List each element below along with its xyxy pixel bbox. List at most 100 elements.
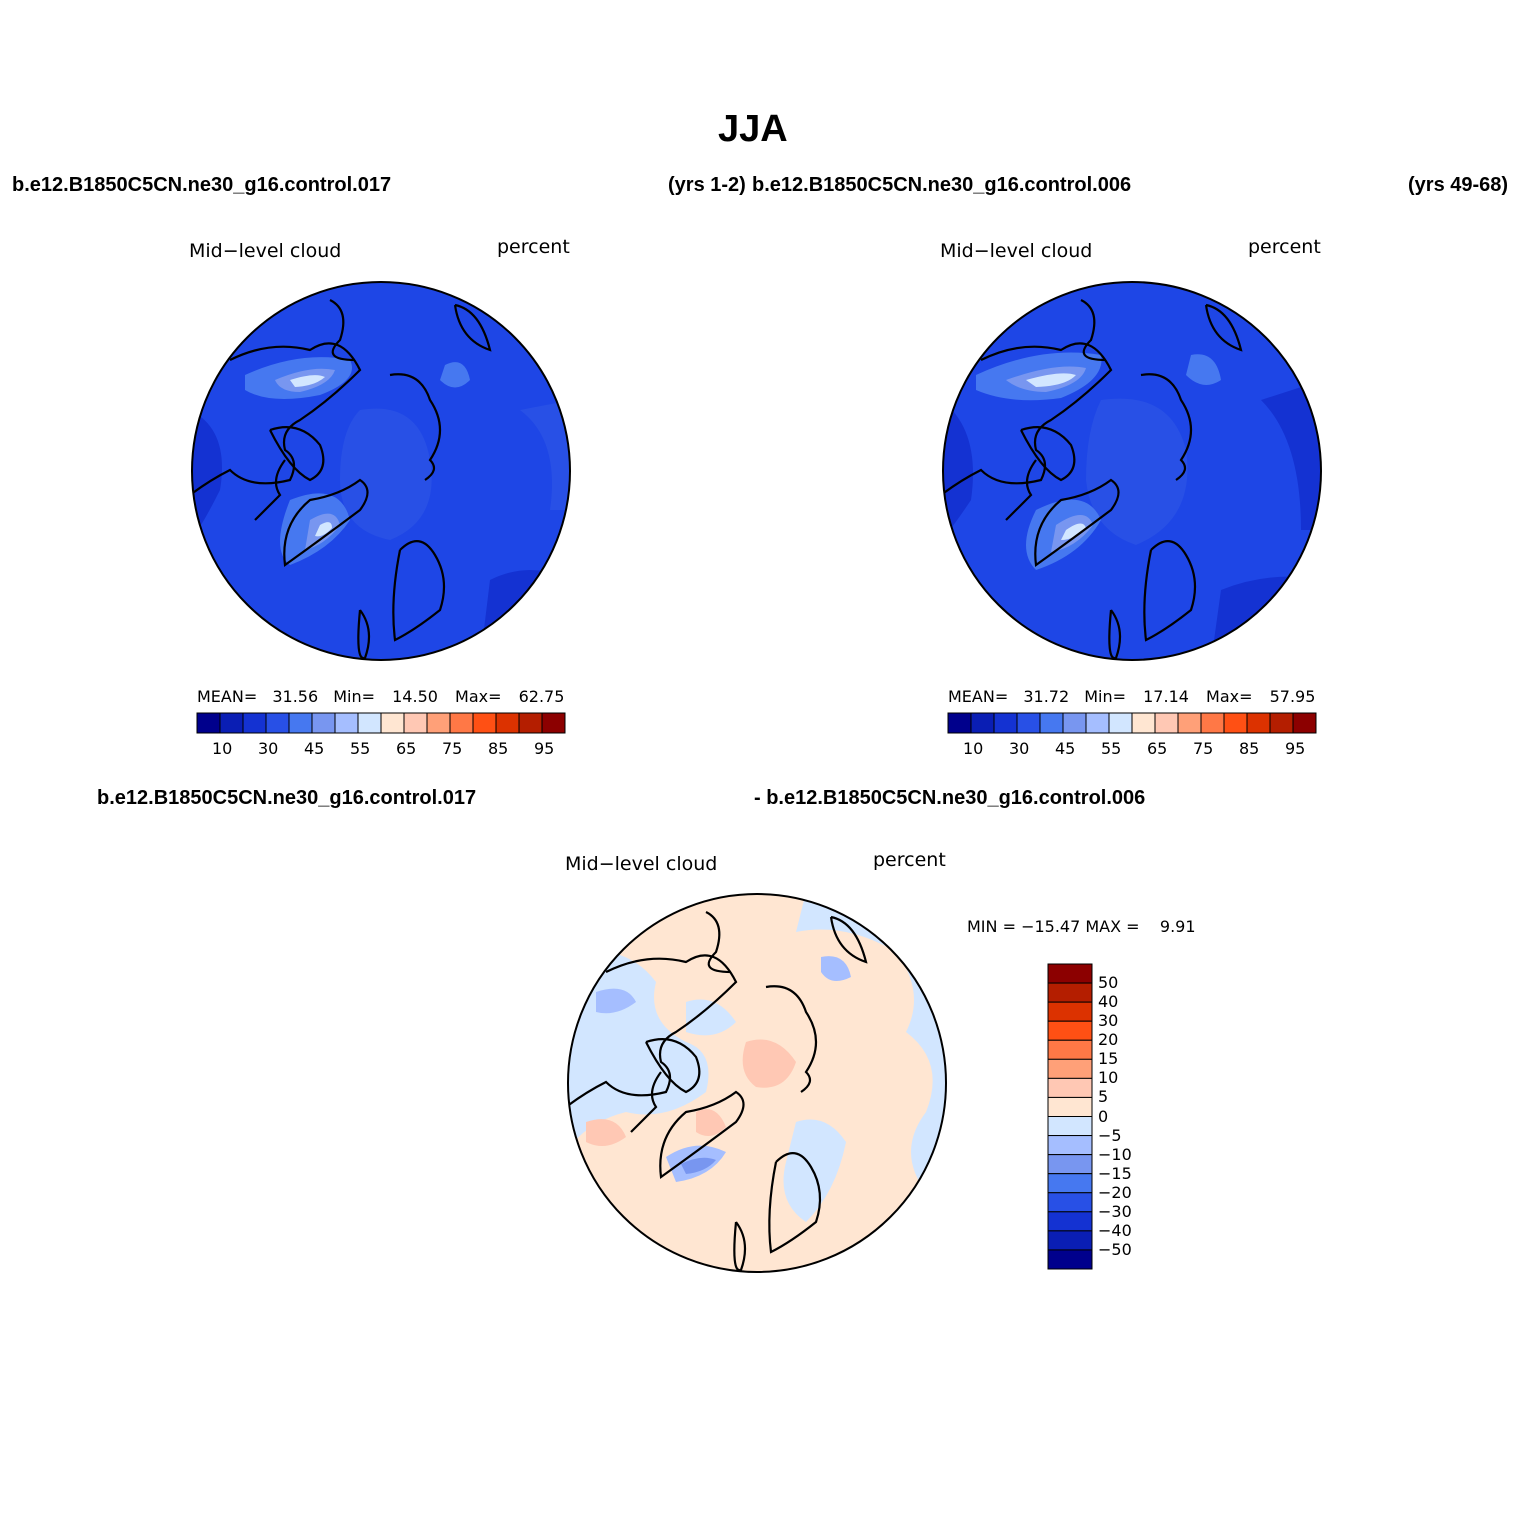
panel2-coastlines bbox=[943, 299, 1243, 660]
colorbar-swatch bbox=[242, 712, 267, 734]
colorbar-swatch bbox=[472, 712, 497, 734]
case2-label: b.e12.B1850C5CN.ne30_g16.control.006 bbox=[752, 174, 1132, 196]
diff-colorbar-tick-label: −50 bbox=[1098, 1239, 1132, 1259]
colorbar-tick-label: 45 bbox=[304, 739, 325, 758]
panel1-min: 14.50 bbox=[392, 687, 438, 706]
diff-colorbar-tick-label: 15 bbox=[1098, 1049, 1119, 1069]
panel2-stats: MEAN= 31.72 Min= 17.14 Max= 57.95 bbox=[948, 687, 1315, 706]
colorbar-tick-label: 65 bbox=[396, 739, 417, 758]
colorbar-swatch bbox=[1131, 712, 1156, 734]
colorbar-swatch bbox=[219, 712, 244, 734]
diff-case1-label: b.e12.B1850C5CN.ne30_g16.control.017 bbox=[97, 787, 477, 809]
colorbar-swatch bbox=[1269, 712, 1294, 734]
panel2-mean: 31.72 bbox=[1023, 687, 1070, 706]
diff-field-neg3 bbox=[681, 1157, 716, 1174]
diff-colorbar-swatch bbox=[1047, 1249, 1093, 1270]
diff-colorbar-tick-label: 50 bbox=[1098, 973, 1119, 993]
colorbar-tick-label: 10 bbox=[963, 739, 984, 758]
colorbar-tick-label: 85 bbox=[1239, 739, 1260, 758]
panel1-max-label: Max= bbox=[455, 687, 502, 706]
colorbar-swatch bbox=[1016, 712, 1041, 734]
diff-colorbar-swatch bbox=[1047, 1020, 1093, 1041]
panel1-mean: 31.56 bbox=[272, 687, 319, 706]
diff-colorbar-swatch bbox=[1047, 1173, 1093, 1194]
colorbar-swatch bbox=[196, 712, 221, 734]
colorbar-swatch bbox=[449, 712, 474, 734]
panel1-mean-label: MEAN= bbox=[197, 687, 258, 706]
colorbar-swatch bbox=[334, 712, 359, 734]
panel1-stats: MEAN= 31.56 Min= 14.50 Max= 62.75 bbox=[197, 687, 564, 706]
colorbar-swatch bbox=[357, 712, 382, 734]
colorbar-tick-label: 55 bbox=[350, 739, 371, 758]
diff-colorbar-swatch bbox=[1047, 1192, 1093, 1213]
colorbar-swatch bbox=[1177, 712, 1202, 734]
colorbar-swatch bbox=[541, 712, 566, 734]
colorbar-swatch bbox=[518, 712, 543, 734]
case1-label: b.e12.B1850C5CN.ne30_g16.control.017 bbox=[12, 174, 392, 196]
panel1-max: 62.75 bbox=[518, 687, 565, 706]
panel1-map bbox=[191, 281, 571, 661]
colorbar-tick-label: 95 bbox=[1285, 739, 1306, 758]
panel1-coastlines bbox=[192, 299, 492, 660]
panel1-field-mid bbox=[340, 400, 570, 540]
panel2-field-light bbox=[976, 352, 1221, 570]
diff-colorbar-tick-label: −15 bbox=[1098, 1163, 1132, 1183]
diff-colorbar-tick-label: 30 bbox=[1098, 1011, 1119, 1031]
case1-years: (yrs 1-2) bbox=[668, 174, 746, 196]
colorbar-swatch bbox=[265, 712, 290, 734]
panel2-mean-label: MEAN= bbox=[948, 687, 1009, 706]
colorbar-tick-label: 95 bbox=[534, 739, 555, 758]
diff-colorbar-tick-label: 40 bbox=[1098, 992, 1119, 1012]
colorbar-swatch bbox=[1085, 712, 1110, 734]
colorbar-tick-label: 30 bbox=[258, 739, 279, 758]
diff-colorbar-swatch bbox=[1047, 1116, 1093, 1137]
diff-colorbar-swatch bbox=[1047, 1211, 1093, 1232]
diff-colorbar-swatch bbox=[1047, 1096, 1093, 1117]
diff-colorbar-tick-label: −40 bbox=[1098, 1220, 1132, 1240]
diff-map bbox=[567, 893, 947, 1273]
diff-colorbar-swatch bbox=[1047, 1230, 1093, 1251]
colorbar-swatch bbox=[495, 712, 520, 734]
panel2-min-label: Min= bbox=[1084, 687, 1127, 706]
colorbar-swatch bbox=[311, 712, 336, 734]
diff-colorbar-tick-label: 0 bbox=[1098, 1106, 1109, 1126]
colorbar-swatch bbox=[1154, 712, 1179, 734]
diff-colorbar-tick-label: 5 bbox=[1098, 1087, 1109, 1107]
colorbar-swatch bbox=[993, 712, 1018, 734]
colorbar-tick-label: 30 bbox=[1009, 739, 1030, 758]
diff-minmax: MIN = −15.47 MAX = 9.91 bbox=[967, 917, 1196, 936]
colorbar-tick-label: 45 bbox=[1055, 739, 1076, 758]
colorbar-tick-label: 10 bbox=[212, 739, 233, 758]
colorbar-tick-label: 65 bbox=[1147, 739, 1168, 758]
diff-colorbar-swatch bbox=[1047, 1058, 1093, 1079]
diff-variable: Mid−level cloud bbox=[565, 853, 718, 875]
colorbar-swatch bbox=[403, 712, 428, 734]
diff-colorbar-swatch bbox=[1047, 1077, 1093, 1098]
panel1-variable: Mid−level cloud bbox=[189, 240, 342, 262]
colorbar-swatch bbox=[1200, 712, 1225, 734]
panel2-units: percent bbox=[1248, 236, 1321, 258]
colorbar-tick-label: 75 bbox=[442, 739, 463, 758]
colorbar-tick-label: 75 bbox=[1193, 739, 1214, 758]
colorbar-tick-label: 85 bbox=[488, 739, 509, 758]
panel2-map bbox=[942, 281, 1322, 661]
diff-colorbar-swatch bbox=[1047, 1135, 1093, 1156]
colorbar-tick-label: 55 bbox=[1101, 739, 1122, 758]
colorbar-swatch bbox=[1108, 712, 1133, 734]
diff-colorbar-swatch bbox=[1047, 1154, 1093, 1175]
diff-colorbar-swatch bbox=[1047, 963, 1093, 984]
colorbar-swatch bbox=[1246, 712, 1271, 734]
panel2-min: 17.14 bbox=[1143, 687, 1189, 706]
colorbar-swatch bbox=[970, 712, 995, 734]
panel1-field-lighter bbox=[275, 368, 340, 550]
colorbar-swatch bbox=[947, 712, 972, 734]
panel2-field-lighter bbox=[1006, 366, 1093, 552]
diff-units: percent bbox=[873, 849, 946, 871]
colorbar-swatch bbox=[1062, 712, 1087, 734]
diff-colorbar-tick-label: −5 bbox=[1098, 1125, 1122, 1145]
diff-field-pos bbox=[586, 1039, 796, 1146]
diff-coastlines bbox=[568, 911, 868, 1272]
panel2-max-label: Max= bbox=[1206, 687, 1253, 706]
case2-years: (yrs 49-68) bbox=[1408, 174, 1509, 196]
colorbar-swatch bbox=[1039, 712, 1064, 734]
